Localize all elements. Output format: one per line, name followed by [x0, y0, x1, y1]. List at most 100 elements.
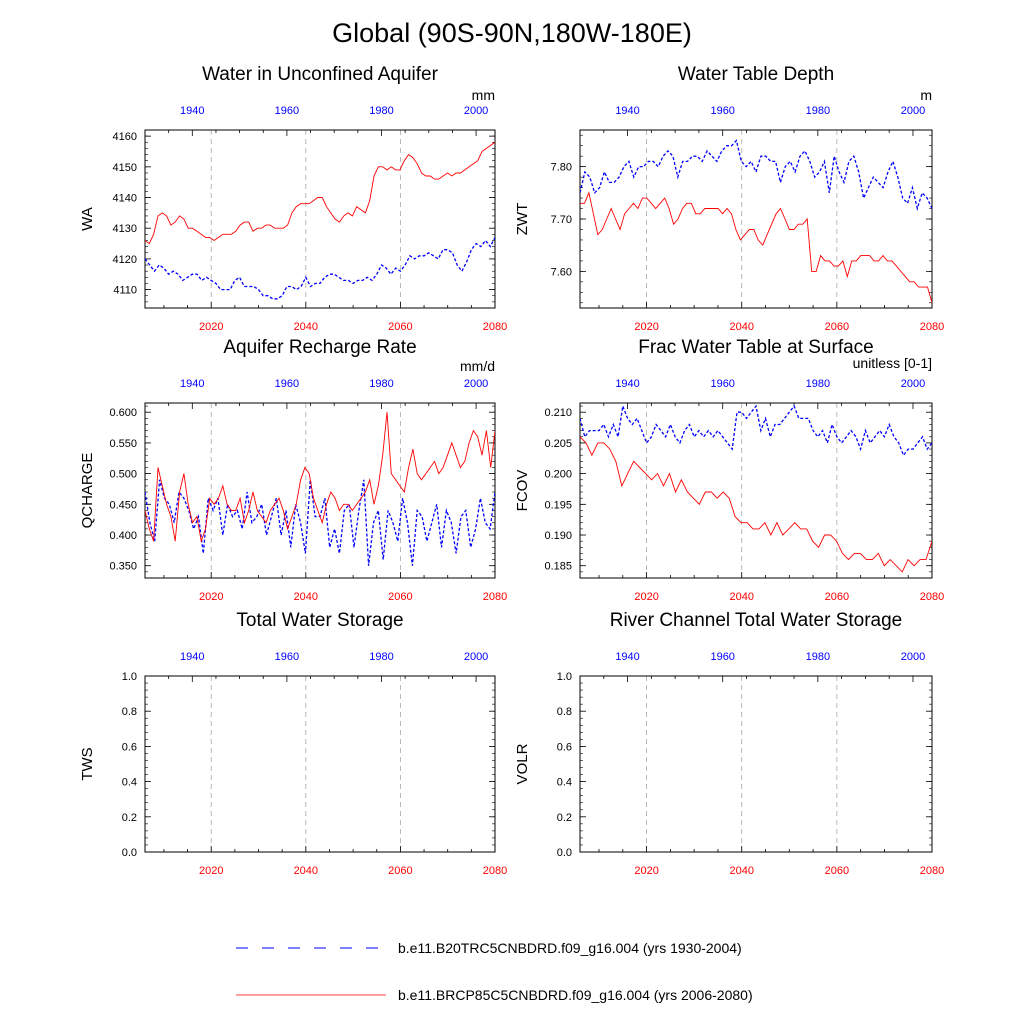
x-tick-label-bottom: 2060 — [388, 591, 412, 603]
x-tick-label-top: 2000 — [901, 378, 925, 390]
chart-units-label: mm — [472, 87, 495, 103]
x-tick-label-top: 1960 — [275, 651, 299, 663]
y-tick-label: 4120 — [113, 254, 137, 266]
x-tick-label-bottom: 2080 — [920, 865, 944, 877]
y-tick-label: 4140 — [113, 193, 137, 205]
x-tick-label-bottom: 2080 — [920, 591, 944, 603]
chart-panel-5: Total Water Storage TWS 2020 2040 2060 2080 19… — [79, 610, 507, 877]
x-tick-label-bottom: 2020 — [634, 321, 658, 333]
x-tick-label-bottom: 2040 — [294, 321, 318, 333]
plot-frame — [579, 675, 933, 853]
page-title: Global (90S-90N,180W-180E) — [332, 18, 692, 48]
x-tick-label-bottom: 2080 — [920, 321, 944, 333]
y-tick-label: 1.0 — [557, 671, 572, 683]
x-tick-label-bottom: 2060 — [388, 865, 412, 877]
x-tick-label-bottom: 2040 — [294, 591, 318, 603]
y-tick-label: 0.400 — [109, 530, 137, 542]
y-tick-label: 0.210 — [544, 407, 572, 419]
x-tick-label-bottom: 2060 — [825, 321, 849, 333]
y-tick-label: 0.600 — [109, 407, 137, 419]
series-line-historical — [580, 139, 932, 211]
series-line-future — [145, 412, 495, 543]
y-tick-label: 0.6 — [557, 741, 572, 753]
chart-panel-3: Aquifer Recharge Rate mm/d QCHARGE 2020 2040… — [79, 337, 507, 603]
y-tick-label: 4130 — [113, 223, 137, 235]
series-line-historical — [145, 237, 495, 300]
x-tick-label-top: 1980 — [806, 105, 830, 117]
plot-frame — [144, 675, 496, 853]
y-tick-label: 0.4 — [557, 777, 572, 789]
x-tick-label-bottom: 2060 — [825, 591, 849, 603]
y-axis-label: QCHARGE — [79, 453, 96, 529]
chart-panel-2: Water Table Depth m ZWT 2020 2040 2060 2080 194… — [514, 64, 944, 333]
y-tick-label: 0.0 — [122, 847, 137, 859]
x-tick-label-bottom: 2040 — [729, 321, 753, 333]
y-axis-label: FCOV — [514, 470, 531, 512]
y-axis-label: ZWT — [514, 203, 531, 235]
y-tick-label: 4110 — [113, 285, 137, 297]
y-tick-label: 4150 — [113, 162, 137, 174]
y-tick-label: 0.195 — [544, 499, 572, 511]
x-tick-label-bottom: 2040 — [294, 865, 318, 877]
x-tick-label-top: 1940 — [180, 105, 204, 117]
legend-future-label: b.e11.BRCP85C5CNBDRD.f09_g16.004 (yrs 20… — [398, 987, 753, 1003]
x-tick-label-bottom: 2080 — [483, 865, 507, 877]
x-tick-label-bottom: 2020 — [199, 865, 223, 877]
y-tick-label: 0.4 — [122, 777, 137, 789]
y-tick-label: 4160 — [113, 131, 137, 143]
chart-title: Aquifer Recharge Rate — [223, 337, 416, 358]
y-tick-label: 0.2 — [122, 812, 137, 824]
chart-units-label: m — [920, 87, 932, 103]
chart-title: Water Table Depth — [678, 64, 834, 85]
panels: Water in Unconfined Aquifer mm WA 2020 2040 2… — [79, 64, 944, 877]
plot-frame — [144, 402, 496, 579]
chart-title: Water in Unconfined Aquifer — [202, 64, 439, 85]
legend: b.e11.B20TRC5CNBDRD.f09_g16.004 (yrs 193… — [236, 940, 753, 1003]
y-tick-label: 7.60 — [551, 266, 572, 278]
y-axis-label: TWS — [79, 747, 96, 780]
y-tick-label: 0.550 — [109, 438, 137, 450]
x-tick-label-top: 1980 — [806, 378, 830, 390]
y-tick-label: 0.200 — [544, 469, 572, 481]
x-tick-label-bottom: 2060 — [825, 865, 849, 877]
chart-title: Total Water Storage — [236, 610, 403, 631]
x-tick-label-bottom: 2080 — [483, 321, 507, 333]
x-tick-label-bottom: 2020 — [634, 865, 658, 877]
y-tick-label: 7.80 — [551, 162, 572, 174]
y-tick-label: 0.0 — [557, 847, 572, 859]
x-tick-label-top: 2000 — [901, 105, 925, 117]
x-tick-label-top: 1960 — [275, 105, 299, 117]
chart-panel-1: Water in Unconfined Aquifer mm WA 2020 2040 2… — [79, 64, 507, 333]
x-tick-label-top: 1960 — [710, 105, 734, 117]
series-line-historical — [145, 479, 495, 566]
x-tick-label-top: 2000 — [464, 105, 488, 117]
y-axis-label: WA — [79, 207, 96, 231]
series-line-future — [580, 191, 932, 303]
x-tick-label-top: 1980 — [369, 378, 393, 390]
x-tick-label-top: 1980 — [806, 651, 830, 663]
legend-historical-label: b.e11.B20TRC5CNBDRD.f09_g16.004 (yrs 193… — [398, 940, 742, 956]
x-tick-label-top: 2000 — [464, 651, 488, 663]
plot-frame — [144, 129, 496, 309]
y-tick-label: 1.0 — [122, 671, 137, 683]
y-tick-label: 0.350 — [109, 561, 137, 573]
x-tick-label-top: 1940 — [180, 378, 204, 390]
chart-title: River Channel Total Water Storage — [610, 610, 903, 631]
y-axis-label: VOLR — [514, 743, 531, 784]
chart-units-label: mm/d — [460, 358, 495, 374]
x-tick-label-top: 1940 — [615, 378, 639, 390]
plot-frame — [579, 402, 933, 579]
x-tick-label-bottom: 2040 — [729, 865, 753, 877]
y-tick-label: 0.6 — [122, 741, 137, 753]
x-tick-label-top: 1960 — [710, 378, 734, 390]
y-tick-label: 7.70 — [551, 214, 572, 226]
x-tick-label-top: 1980 — [369, 105, 393, 117]
plot-frame — [579, 129, 933, 309]
y-tick-label: 0.8 — [557, 706, 572, 718]
x-tick-label-bottom: 2060 — [388, 321, 412, 333]
y-tick-label: 0.190 — [544, 530, 572, 542]
x-tick-label-bottom: 2080 — [483, 591, 507, 603]
x-tick-label-bottom: 2020 — [199, 591, 223, 603]
